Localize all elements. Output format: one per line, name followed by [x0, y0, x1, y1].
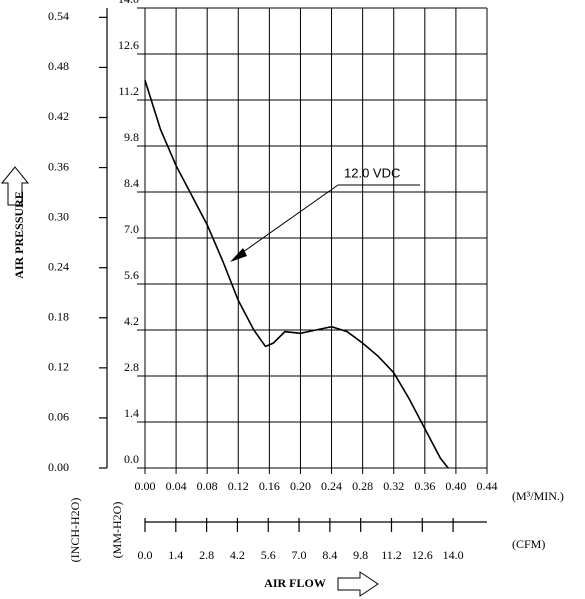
y-tick-label: 1.4 — [124, 406, 139, 420]
x2-tick-label: 5.6 — [261, 548, 276, 562]
y2-tick-label: 0.06 — [48, 410, 69, 424]
y-tick-label: 7.0 — [124, 222, 139, 236]
x2-tick-label: 1.4 — [168, 548, 183, 562]
y2-tick-label: 0.30 — [48, 209, 69, 223]
curve — [144, 80, 449, 469]
y-axis-title: AIR PRESSURE — [12, 191, 26, 279]
right-arrow — [337, 571, 379, 597]
x-tick-label: 0.00 — [135, 479, 156, 493]
x2-tick-label: 9.8 — [353, 548, 368, 562]
x2-tick-label: 11.2 — [381, 548, 402, 562]
y-tick-label: 0.0 — [124, 452, 139, 466]
x-tick-label: 0.08 — [197, 479, 218, 493]
y-tick-label: 12.6 — [118, 38, 139, 52]
y-tick-label: 4.2 — [124, 314, 139, 328]
y2-tick-label: 0.36 — [48, 159, 69, 173]
x2-tick-label: 14.0 — [443, 548, 464, 562]
y2-tick-label: 0.18 — [48, 310, 69, 324]
annotation-arrowhead — [230, 248, 247, 262]
annotation-leader — [235, 184, 339, 258]
x-tick-label: 0.16 — [259, 479, 280, 493]
y-tick-label: 8.4 — [124, 176, 139, 190]
y2-tick-label: 0.12 — [48, 360, 69, 374]
y-tick-label: 5.6 — [124, 268, 139, 282]
up-arrow — [0, 166, 30, 206]
y2-tick-label: 0.54 — [48, 9, 69, 23]
y2-tick-label: 0.24 — [48, 259, 69, 273]
x2-tick-label: 4.2 — [230, 548, 245, 562]
x2-tick-label: 7.0 — [292, 548, 307, 562]
x-tick-label: 0.44 — [477, 479, 498, 493]
x-tick-label: 0.20 — [290, 479, 311, 493]
x-tick-label: 0.40 — [445, 479, 466, 493]
annotation: 12.0 VDC — [344, 165, 400, 180]
x-tick-label: 0.04 — [166, 479, 187, 493]
y-unit-label: (MM-H2O) — [110, 502, 124, 559]
x-unit-label: (M³/MIN.) — [512, 489, 564, 503]
x-tick-label: 0.28 — [352, 479, 373, 493]
x2-tick-label: 2.8 — [199, 548, 214, 562]
y-tick-label: 9.8 — [124, 130, 139, 144]
x-tick-label: 0.12 — [228, 479, 249, 493]
y-tick-label: 14.0 — [118, 0, 139, 6]
y2-unit-label: (INCH-H2O) — [68, 498, 82, 563]
y2-tick-label: 0.00 — [48, 460, 69, 474]
x2-tick-label: 8.4 — [322, 548, 337, 562]
x-axis-title: AIR FLOW — [264, 576, 326, 590]
y-tick-label: 11.2 — [118, 84, 139, 98]
x2-tick-label: 12.6 — [412, 548, 433, 562]
y2-tick-label: 0.42 — [48, 109, 69, 123]
x2-unit-label: (CFM) — [512, 537, 545, 551]
x-tick-label: 0.32 — [383, 479, 404, 493]
x-tick-label: 0.36 — [414, 479, 435, 493]
x-tick-label: 0.24 — [321, 479, 342, 493]
y-tick-label: 2.8 — [124, 360, 139, 374]
x2-tick-label: 0.0 — [138, 548, 153, 562]
y2-tick-label: 0.48 — [48, 59, 69, 73]
